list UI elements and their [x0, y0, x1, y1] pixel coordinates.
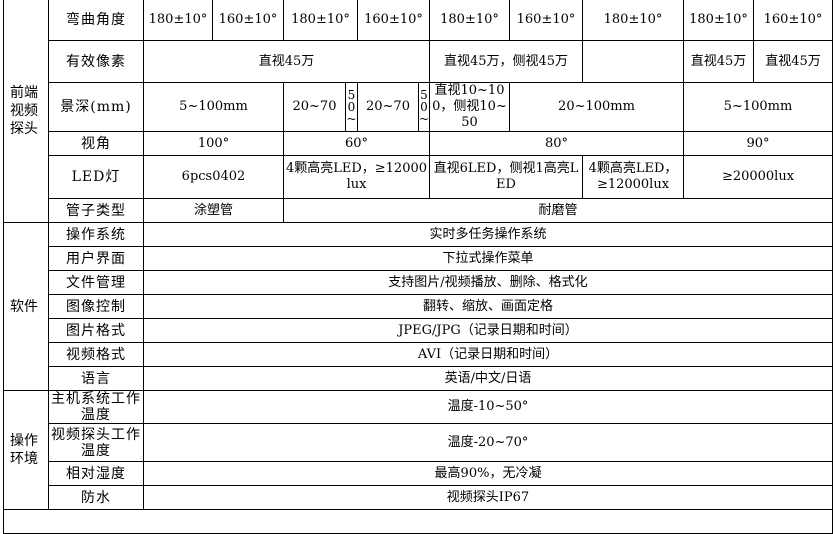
cell: 20~70	[357, 82, 419, 132]
cell: 直视45万	[683, 40, 754, 83]
cell: 80°	[429, 131, 684, 156]
cell: 5~100mm	[143, 82, 284, 132]
cell: 翻转、缩放、画面定格	[143, 294, 833, 319]
row-label: 景深(mm)	[48, 82, 144, 132]
cell: 4颗高亮LED，≥12000lux	[582, 155, 684, 199]
cell: 50~	[345, 82, 358, 132]
row-label: 视频格式	[48, 342, 144, 367]
trailing-row	[3, 509, 833, 534]
cell: 160±10°	[357, 0, 430, 41]
cell: 5~100mm	[683, 82, 833, 132]
cell: 温度-20~70°	[143, 423, 833, 462]
row-label: 文件管理	[48, 270, 144, 295]
software-row: 图片格式 JPEG/JPG（记录日期和时间）	[4, 318, 833, 343]
cell: 180±10°	[143, 0, 213, 41]
cell: 50~	[418, 82, 430, 132]
cell: 直视10~100，侧视10~50	[429, 82, 510, 132]
cell: 涂塑管	[143, 198, 284, 223]
row-label: 主机系统工作温度	[48, 390, 144, 424]
cell: 4颗高亮LED，≥12000lux	[283, 155, 430, 199]
cell: JPEG/JPG（记录日期和时间）	[143, 318, 833, 343]
software-row: 图像控制 翻转、缩放、画面定格	[4, 294, 833, 319]
cell: 支持图片/视频播放、删除、格式化	[143, 270, 833, 295]
cell: 6pcs0402	[143, 155, 284, 199]
cell: 180±10°	[582, 0, 684, 41]
cell: 实时多任务操作系统	[143, 222, 833, 247]
section-software: 软件	[3, 222, 49, 391]
software-row: 软件 操作系统 实时多任务操作系统	[3, 222, 833, 391]
row-label: 视角	[48, 131, 144, 156]
pixels-row: 有效像素 直视45万 直视45万，侧视45万 直视45万 直视45万	[4, 40, 833, 83]
row-label: LED灯	[48, 155, 144, 199]
software-row: 文件管理 支持图片/视频播放、删除、格式化	[4, 270, 833, 295]
row-label: 视频探头工作温度	[48, 423, 144, 462]
row-label: 管子类型	[48, 198, 144, 223]
cell: 直视45万	[753, 40, 833, 83]
cell: 耐磨管	[283, 198, 833, 223]
cell: 180±10°	[283, 0, 358, 41]
cell: 180±10°	[683, 0, 754, 41]
cell: 直视45万，侧视45万	[429, 40, 583, 83]
tube-row: 管子类型 涂塑管 耐磨管	[4, 198, 833, 223]
section-environment: 操作环境	[3, 390, 49, 510]
cell: 英语/中文/日语	[143, 366, 833, 391]
bend-angle-row: 前端视频探头 弯曲角度 180±10° 160±10° 180±10° 160±…	[3, 0, 833, 223]
cell: 20~70	[283, 82, 346, 132]
cell: 直视6LED，侧视1高亮LED	[429, 155, 583, 199]
environment-row: 相对湿度 最高90%，无冷凝	[4, 461, 833, 486]
environment-row: 视频探头工作温度 温度-20~70°	[4, 423, 833, 462]
empty-cell	[3, 509, 833, 534]
cell: 60°	[283, 131, 430, 156]
row-label: 语言	[48, 366, 144, 391]
row-label: 用户界面	[48, 246, 144, 271]
cell: 最高90%，无冷凝	[143, 461, 833, 486]
depth-row: 景深(mm) 5~100mm 20~70 50~ 20~70 50~ 直视10~…	[4, 82, 833, 132]
row-label: 有效像素	[48, 40, 144, 83]
cell: 下拉式操作菜单	[143, 246, 833, 271]
cell: 直视45万	[143, 40, 430, 83]
view-angle-row: 视角 100° 60° 80° 90°	[4, 131, 833, 156]
cell	[582, 40, 684, 83]
cell: 160±10°	[753, 0, 833, 41]
cell: 100°	[143, 131, 284, 156]
cell: AVI（记录日期和时间）	[143, 342, 833, 367]
row-label: 操作系统	[48, 222, 144, 247]
row-label: 图片格式	[48, 318, 144, 343]
spec-table: 前端视频探头 弯曲角度 180±10° 160±10° 180±10° 160±…	[3, 0, 833, 534]
software-row: 语言 英语/中文/日语	[4, 366, 833, 391]
cell: 180±10°	[429, 0, 510, 41]
software-row: 用户界面 下拉式操作菜单	[4, 246, 833, 271]
cell: ≥20000lux	[683, 155, 833, 199]
row-label: 相对湿度	[48, 461, 144, 486]
cell: 温度-10~50°	[143, 390, 833, 424]
section-front-probe: 前端视频探头	[3, 0, 49, 223]
row-label: 弯曲角度	[48, 0, 144, 41]
software-row: 视频格式 AVI（记录日期和时间）	[4, 342, 833, 367]
cell: 20~100mm	[509, 82, 684, 132]
row-label: 图像控制	[48, 294, 144, 319]
cell: 160±10°	[509, 0, 583, 41]
cell: 160±10°	[212, 0, 284, 41]
led-row: LED灯 6pcs0402 4颗高亮LED，≥12000lux 直视6LED，侧…	[4, 155, 833, 199]
environment-row: 操作环境 主机系统工作温度 温度-10~50°	[3, 390, 833, 510]
cell: 90°	[683, 131, 833, 156]
